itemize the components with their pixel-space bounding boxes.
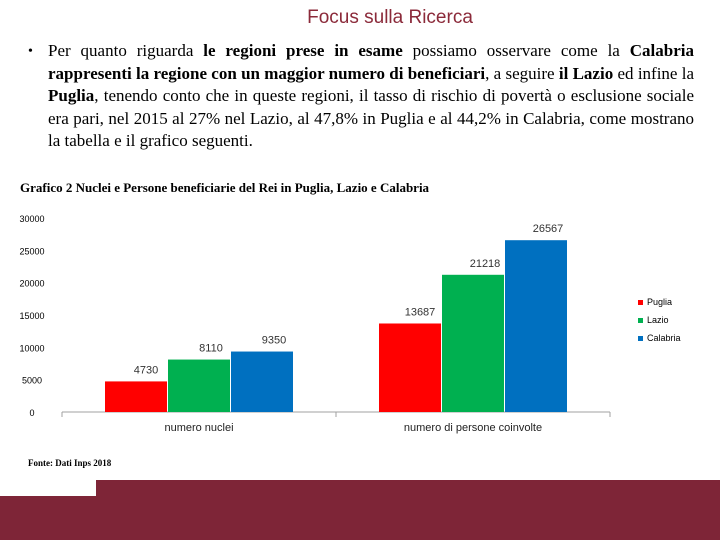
bullet-marker: • xyxy=(28,44,33,59)
y-tick-label: 15000 xyxy=(19,311,44,321)
bar xyxy=(168,359,230,412)
legend-label: Calabria xyxy=(647,333,681,343)
y-tick-label: 30000 xyxy=(19,214,44,224)
x-category-label: numero nuclei xyxy=(164,422,233,434)
paragraph-run: Per quanto riguarda xyxy=(48,41,204,60)
legend-label: Puglia xyxy=(647,297,672,307)
bar xyxy=(505,240,567,412)
y-tick-label: 10000 xyxy=(19,343,44,353)
data-label: 13687 xyxy=(405,306,436,318)
bar xyxy=(231,351,293,412)
chart-caption: Grafico 2 Nuclei e Persone beneficiarie … xyxy=(20,180,430,195)
y-tick-label: 0 xyxy=(29,408,34,418)
paragraph-run: , tenendo conto che in queste regioni, i… xyxy=(48,86,694,150)
paragraph-run: possiamo osservare come la xyxy=(402,41,630,60)
body-paragraph: Per quanto riguarda le regioni prese in … xyxy=(48,40,694,153)
paragraph-run: le regioni prese in esame xyxy=(203,41,403,60)
legend-label: Lazio xyxy=(647,315,669,325)
y-tick-label: 5000 xyxy=(22,376,42,386)
paragraph-run: Calabria rappresenti la regione con un m… xyxy=(48,41,694,83)
bar xyxy=(105,381,167,412)
source-note: Fonte: Dati Inps 2018 xyxy=(28,458,112,468)
paragraph-run: Puglia xyxy=(48,86,95,105)
footer-bar-step xyxy=(96,480,720,496)
bar xyxy=(379,323,441,412)
bar xyxy=(442,274,504,412)
paragraph-run: il Lazio xyxy=(558,63,614,83)
page-title: Focus sulla Ricerca xyxy=(307,7,473,28)
data-label: 26567 xyxy=(533,223,564,235)
data-label: 9350 xyxy=(262,335,286,347)
x-category-label: numero di persone coinvolte xyxy=(404,422,542,434)
y-tick-label: 20000 xyxy=(19,279,44,289)
legend-swatch xyxy=(638,300,643,305)
data-label: 8110 xyxy=(199,343,223,355)
y-tick-label: 25000 xyxy=(19,246,44,256)
paragraph-run: , a seguire xyxy=(485,63,559,83)
footer-bar xyxy=(0,496,720,540)
legend-swatch xyxy=(638,318,643,323)
footer-notch xyxy=(0,480,96,496)
data-label: 21218 xyxy=(470,258,501,270)
paragraph-run: ed infine la xyxy=(613,63,695,83)
legend-swatch xyxy=(638,336,643,341)
data-label: 4730 xyxy=(134,364,158,376)
